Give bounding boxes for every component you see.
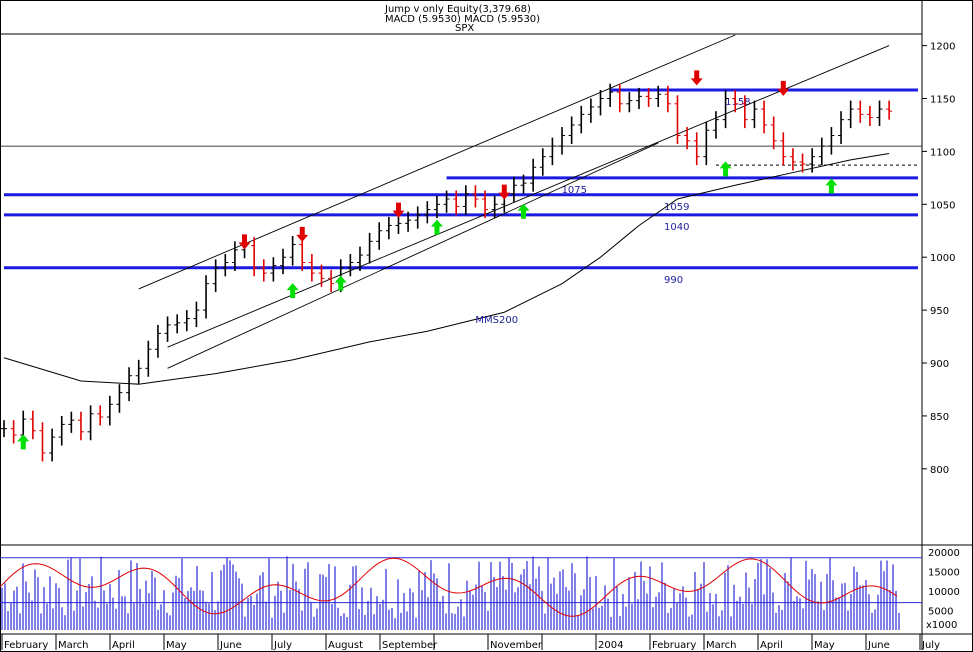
buy-arrow-icon [286, 283, 299, 299]
month-label: May [814, 640, 835, 651]
price-tick-label: 950 [930, 306, 949, 317]
trend-channel [138, 34, 890, 369]
month-label: June [867, 640, 890, 651]
month-label: July [921, 640, 940, 651]
month-label: March [706, 640, 736, 651]
channel-line-2 [167, 45, 890, 348]
month-label: April [760, 640, 783, 651]
header-line-2: MACD (5.9530) MACD (5.9530) [385, 14, 540, 25]
month-label: September [382, 640, 438, 651]
price-tick-label: 1150 [930, 94, 955, 105]
volume-unit-label: x1000 [926, 620, 957, 631]
month-label: March [58, 640, 88, 651]
buy-arrow-icon [825, 178, 838, 194]
mms200-line [3, 153, 890, 385]
month-label: August [328, 640, 363, 651]
volume-tick-label: 5000 [928, 606, 953, 617]
volume-tick-label: 15000 [928, 567, 960, 578]
level-label-1158: 1158 [725, 97, 750, 108]
price-tick-label: 900 [930, 359, 949, 370]
level-label-1059: 1059 [664, 202, 689, 213]
buy-arrow-icon [719, 161, 732, 177]
buy-arrow-icon [517, 203, 530, 219]
sell-arrow-icon [392, 202, 405, 218]
month-label: June [219, 640, 242, 651]
month-label: April [112, 640, 135, 651]
month-label: May [166, 640, 187, 651]
oscillator-line [0, 557, 898, 617]
level-label-990: 990 [664, 275, 683, 286]
buy-arrow-icon [430, 219, 443, 235]
buy-arrow-icon [334, 275, 347, 291]
volume-panel: 5000 10000 15000 20000 x1000 [0, 548, 960, 631]
price-tick-label: 1100 [930, 147, 955, 158]
month-label: July [273, 640, 292, 651]
price-tick-label: 1050 [930, 200, 955, 211]
volume-tick-label: 20000 [928, 548, 960, 559]
price-tick-label: 800 [930, 465, 949, 476]
channel-line-3 [167, 142, 659, 369]
level-label-1075: 1075 [562, 185, 587, 196]
header-line-1: Jump v only Equity(3,379.68) [384, 4, 531, 15]
sell-arrow-icon [690, 70, 703, 86]
moving-average-200: MMS200 [3, 153, 890, 385]
month-label: February [652, 640, 696, 651]
sell-arrow-icon [498, 184, 511, 200]
price-bars [1, 83, 893, 462]
level-label-1040: 1040 [664, 222, 689, 233]
buy-arrow-icon [17, 434, 30, 450]
price-tick-label: 1200 [930, 42, 955, 53]
sell-arrow-icon [777, 80, 790, 96]
channel-line-1 [138, 34, 736, 290]
chart-header: Jump v only Equity(3,379.68) MACD (5.953… [384, 4, 540, 34]
month-label: February [4, 640, 48, 651]
support-resistance-levels: 1158 1075 1059 1040 990 [0, 88, 922, 286]
price-axis: 800 850 900 950 1000 1050 1100 1150 1200 [922, 42, 955, 476]
mms200-label: MMS200 [475, 315, 518, 326]
sell-arrow-icon [296, 226, 309, 242]
volume-tick-label: 10000 [928, 587, 960, 598]
signal-arrows [17, 70, 838, 450]
price-tick-label: 1000 [930, 253, 955, 264]
month-label: November [490, 640, 543, 651]
sell-arrow-icon [238, 234, 251, 250]
price-tick-label: 850 [930, 412, 949, 423]
header-line-3: SPX [455, 23, 474, 34]
month-axis: February March April May June July August Septe… [1, 634, 940, 651]
month-label: 2004 [598, 640, 623, 651]
